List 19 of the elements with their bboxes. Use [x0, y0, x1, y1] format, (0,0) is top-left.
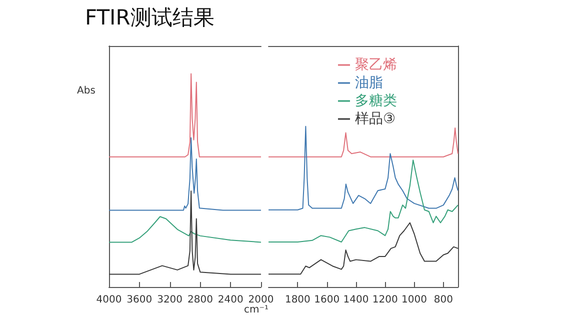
x-tick-label: 2800	[187, 294, 213, 306]
legend-label: 油脂	[354, 75, 383, 91]
x-tick-label: 3200	[157, 294, 183, 306]
chart-title: FTIR测试结果	[85, 6, 214, 30]
legend-label: 样品③	[354, 111, 396, 127]
x-tick-label: 1000	[401, 294, 427, 306]
legend-label: 聚乙烯	[354, 57, 397, 73]
x-tick-label: 3600	[126, 294, 152, 306]
x-axis-title: cm⁻¹	[244, 304, 268, 316]
x-tick-label: 1200	[372, 294, 398, 306]
x-tick-label: 1400	[342, 294, 368, 306]
legend-label: 多糖类	[354, 93, 397, 109]
x-tick-label: 2400	[218, 294, 244, 306]
x-tick-label: 800	[434, 294, 453, 306]
x-tick-label: 4000	[96, 294, 122, 306]
y-axis-title: Abs	[77, 86, 96, 96]
x-tick-label: 1800	[284, 294, 310, 306]
x-tick-label: 2000	[248, 294, 274, 306]
x-tick-label: 1600	[314, 294, 340, 306]
